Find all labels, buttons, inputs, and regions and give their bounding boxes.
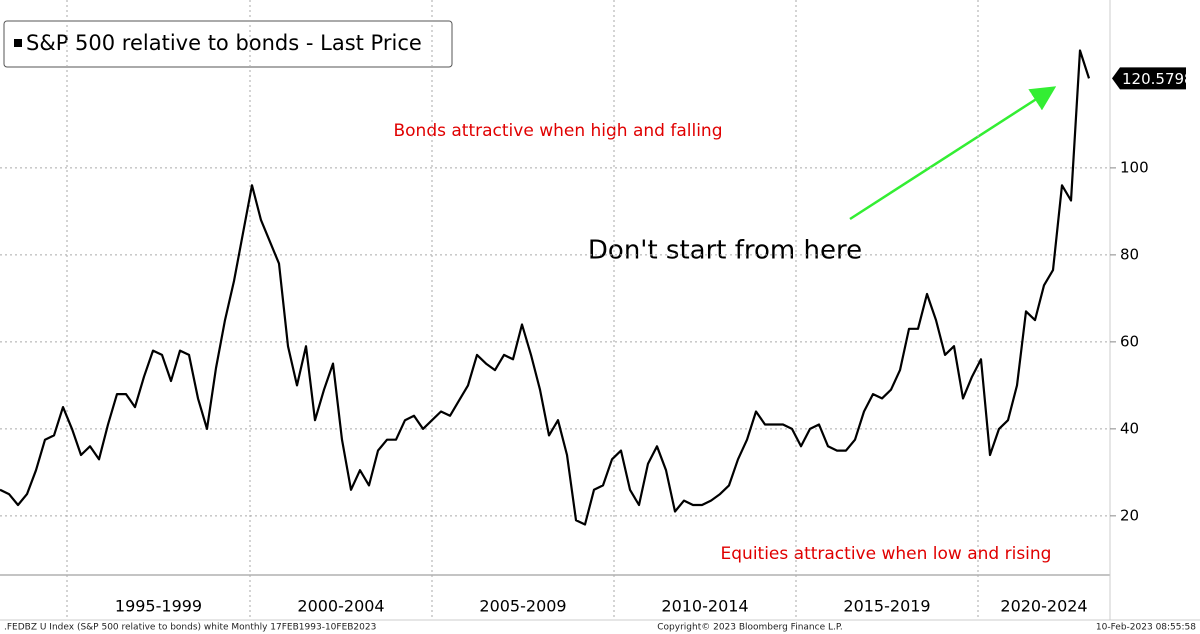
x-tick-label: 2010-2014	[661, 597, 748, 616]
y-tick-label: 60	[1120, 332, 1139, 350]
line	[0, 49, 1091, 526]
legend-swatch	[14, 39, 22, 47]
footer-text: Copyright© 2023 Bloomberg Finance L.P.	[657, 623, 842, 633]
x-tick-label: 2005-2009	[479, 597, 566, 616]
annotation: Equities attractive when low and rising	[721, 544, 1052, 564]
annotation: Don't start from here	[588, 236, 862, 266]
arrow	[849, 86, 1057, 221]
y-tick-label: 100	[1120, 158, 1149, 176]
x-tick-label: 1995-1999	[115, 597, 202, 616]
legend-box	[3, 20, 453, 68]
y-tick-label: 20	[1120, 506, 1139, 524]
y-tick-label: 40	[1120, 419, 1139, 437]
annotation: Bonds attractive when high and falling	[393, 121, 722, 141]
footer-text: 10-Feb-2023 08:55:58	[1096, 623, 1196, 633]
last-price-label: 120.5798	[1122, 70, 1194, 88]
x-tick-label: 2000-2004	[297, 597, 384, 616]
last-price-tag	[1112, 67, 1186, 90]
x-tick-label: 2020-2024	[1000, 597, 1087, 616]
legend-text: S&P 500 relative to bonds - Last Price	[26, 31, 422, 55]
y-tick-label: 80	[1120, 245, 1139, 263]
footer-text: .FEDBZ U Index (S&P 500 relative to bond…	[4, 623, 376, 633]
x-tick-label: 2015-2019	[843, 597, 930, 616]
